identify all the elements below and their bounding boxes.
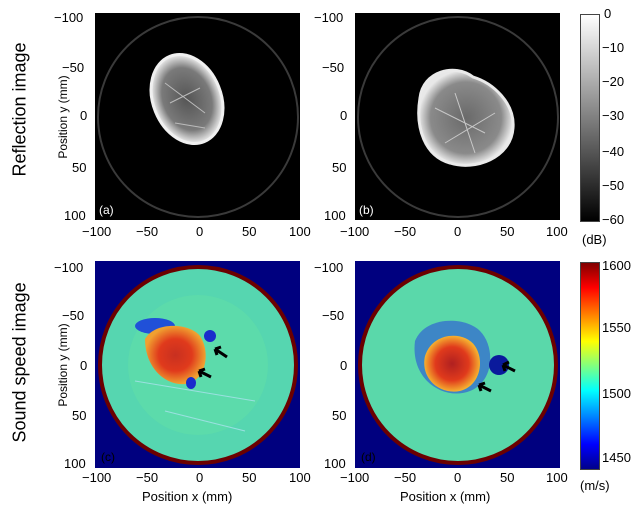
x-tick-d-3: 0 <box>454 470 462 485</box>
y-axis-label-bottom: Position y (mm) <box>56 323 70 407</box>
y-tick-b-1: −100 <box>314 10 344 25</box>
panel-label-a: (a) <box>99 203 114 217</box>
x-tick-a-4: 50 <box>242 224 257 239</box>
y-tick-a-2: −50 <box>62 60 85 75</box>
arrow-icon <box>477 381 492 393</box>
colorbar-reflection-tick-5: −50 <box>602 178 625 193</box>
x-tick-a-3: 0 <box>196 224 204 239</box>
x-tick-b-1: −100 <box>340 224 370 239</box>
y-tick-b-3: 0 <box>340 108 348 123</box>
y-tick-c-2: −50 <box>62 308 85 323</box>
x-tick-b-2: −50 <box>394 224 417 239</box>
reflection-image-b <box>357 16 559 218</box>
x-tick-a-1: −100 <box>82 224 112 239</box>
y-tick-a-1: −100 <box>54 10 84 25</box>
colorbar-reflection-unit: (dB) <box>582 232 607 247</box>
y-tick-b-4: 50 <box>332 160 347 175</box>
y-tick-d-3: 0 <box>340 358 348 373</box>
y-tick-c-5: 100 <box>64 456 86 471</box>
colorbar-reflection-tick-3: −30 <box>602 108 625 123</box>
reflection-panel-a: (a) <box>95 13 300 220</box>
x-tick-b-4: 50 <box>500 224 515 239</box>
x-tick-c-3: 0 <box>196 470 204 485</box>
sound-speed-panel-d: (d) <box>355 261 560 468</box>
colorbar-sound-speed-tick-2: 1500 <box>602 386 631 401</box>
arrow-icon <box>213 345 228 359</box>
y-tick-c-1: −100 <box>54 260 84 275</box>
y-tick-c-4: 50 <box>72 408 87 423</box>
colorbar-reflection-tick-6: −60 <box>602 212 625 227</box>
colorbar-sound-speed-unit: (m/s) <box>580 478 610 493</box>
colorbar-reflection-tick-2: −20 <box>602 74 625 89</box>
x-tick-d-2: −50 <box>394 470 417 485</box>
x-tick-a-2: −50 <box>136 224 159 239</box>
sound-speed-image-c <box>98 265 298 465</box>
y-tick-b-2: −50 <box>322 60 345 75</box>
x-tick-d-1: −100 <box>340 470 370 485</box>
y-axis-label-top: Position y (mm) <box>56 75 70 159</box>
arrow-icon <box>501 360 516 373</box>
colorbar-reflection <box>580 14 600 222</box>
y-tick-a-4: 50 <box>72 160 87 175</box>
row-label-reflection: Reflection image <box>9 42 30 177</box>
colorbar-reflection-tick-4: −40 <box>602 144 625 159</box>
colorbar-reflection-tick-0: 0 <box>604 6 612 21</box>
x-tick-a-5: 100 <box>289 224 311 239</box>
colorbar-sound-speed-tick-3: 1450 <box>602 450 631 465</box>
colorbar-sound-speed-tick-1: 1550 <box>602 320 631 335</box>
y-tick-a-3: 0 <box>80 108 88 123</box>
arrow-icon <box>197 367 212 379</box>
sound-speed-image-d <box>358 265 558 465</box>
x-tick-d-4: 50 <box>500 470 515 485</box>
sound-speed-panel-c: (c) <box>95 261 300 468</box>
colorbar-sound-speed <box>580 262 600 470</box>
row-label-sound-speed: Sound speed image <box>9 282 30 443</box>
x-tick-b-3: 0 <box>454 224 462 239</box>
x-axis-label-left: Position x (mm) <box>142 489 233 504</box>
x-axis-label-right: Position x (mm) <box>400 489 491 504</box>
colorbar-reflection-tick-1: −10 <box>602 40 625 55</box>
x-tick-c-2: −50 <box>136 470 159 485</box>
reflection-panel-b: (b) <box>355 13 560 220</box>
y-tick-d-2: −50 <box>322 308 345 323</box>
x-tick-c-1: −100 <box>82 470 112 485</box>
y-tick-d-4: 50 <box>332 408 347 423</box>
y-tick-a-5: 100 <box>64 208 86 223</box>
panel-label-d: (d) <box>361 450 376 464</box>
x-tick-c-5: 100 <box>289 470 311 485</box>
reflection-image-a <box>97 16 299 218</box>
x-tick-d-5: 100 <box>546 470 568 485</box>
x-tick-b-5: 100 <box>546 224 568 239</box>
panel-label-c: (c) <box>101 450 115 464</box>
y-tick-d-5: 100 <box>324 456 346 471</box>
colorbar-sound-speed-tick-0: 1600 <box>602 258 631 273</box>
y-tick-b-5: 100 <box>324 208 346 223</box>
y-tick-d-1: −100 <box>314 260 344 275</box>
y-tick-c-3: 0 <box>80 358 88 373</box>
panel-label-b: (b) <box>359 203 374 217</box>
x-tick-c-4: 50 <box>242 470 257 485</box>
